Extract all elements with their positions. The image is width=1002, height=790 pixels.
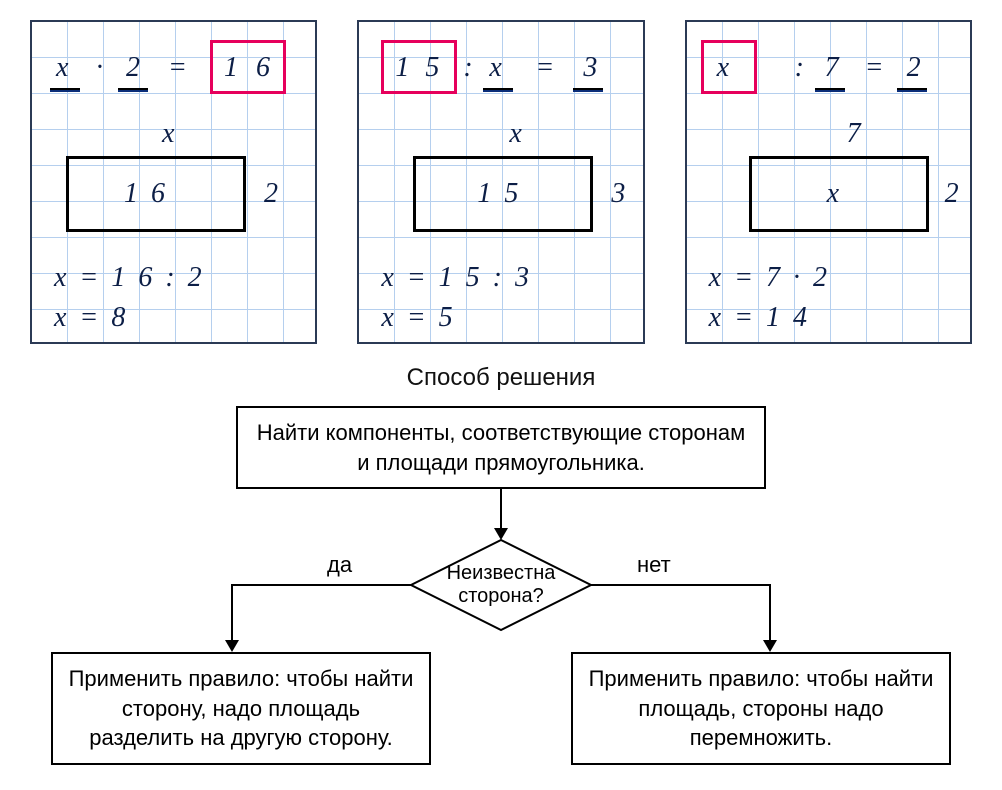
eq-eq: =: [535, 52, 557, 84]
eq-eq: =: [168, 52, 190, 84]
solution-step-2: x = 1 4: [709, 302, 810, 334]
flow-decision-label: Неизвестна сторона?: [411, 540, 591, 630]
eq-op: :: [463, 52, 475, 84]
flow-edge-no: нет: [637, 552, 671, 578]
solution-step-1: x = 1 5 : 3: [381, 262, 532, 294]
highlight-box: [210, 40, 286, 94]
highlight-box: [701, 40, 757, 94]
rect-inside-value: x: [827, 178, 842, 210]
flow-result-right: Применить правило: чтобы найти площадь, …: [571, 652, 951, 765]
solution-step-2: x = 8: [54, 302, 128, 334]
flow-edge-yes: да: [327, 552, 352, 578]
rect-right-value: 2: [264, 178, 281, 210]
eq-term: 7: [825, 52, 842, 84]
section-title: Способ решения: [30, 364, 972, 392]
eq-result: 2: [907, 52, 924, 84]
eq-result: 3: [583, 52, 600, 84]
flow-step-top: Найти компоненты, соответствующие сторон…: [236, 406, 766, 489]
rect-inside-value: 1 5: [477, 178, 521, 210]
highlight-box: [381, 40, 457, 94]
worked-examples-row: x · 2 = 1 6 x 1 6 2 x = 1 6 : 2 x = 8 1: [30, 20, 972, 344]
rect-right-value: 3: [611, 178, 628, 210]
eq-eq: =: [865, 52, 887, 84]
example-panel-3: x : 7 = 2 7 x 2 x = 7 · 2 x = 1 4: [685, 20, 972, 344]
example-panel-2: 1 5 : x = 3 x 1 5 3 x = 1 5 : 3 x = 5: [357, 20, 644, 344]
flow-result-left: Применить правило: чтобы найти сторону, …: [51, 652, 431, 765]
solution-step-1: x = 7 · 2: [709, 262, 830, 294]
flow-decision: Неизвестна сторона?: [411, 540, 591, 630]
rect-top-label: 7: [847, 118, 864, 150]
eq-term: x: [56, 52, 71, 84]
solution-step-2: x = 5: [381, 302, 455, 334]
rect-top-label: x: [162, 118, 177, 150]
eq-term: 2: [126, 52, 143, 84]
rect-inside-value: 1 6: [124, 178, 168, 210]
eq-term: x: [489, 52, 504, 84]
eq-op: ·: [96, 52, 106, 84]
eq-op: :: [795, 52, 807, 84]
rect-right-value: 2: [945, 178, 962, 210]
example-panel-1: x · 2 = 1 6 x 1 6 2 x = 1 6 : 2 x = 8: [30, 20, 317, 344]
solution-step-1: x = 1 6 : 2: [54, 262, 205, 294]
flowchart: Найти компоненты, соответствующие сторон…: [31, 406, 971, 746]
rect-top-label: x: [509, 118, 524, 150]
